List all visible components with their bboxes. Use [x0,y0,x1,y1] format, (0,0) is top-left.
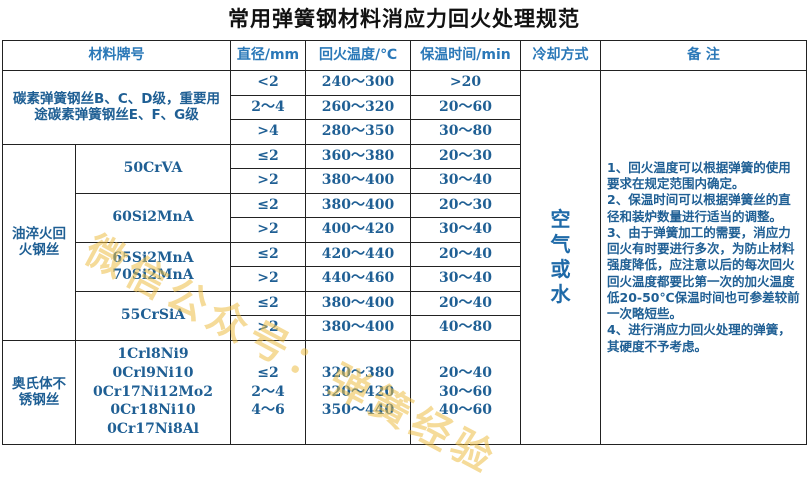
time-cell: 20～60 [410,94,521,120]
temp-cell: 360～380 [305,143,411,169]
diameter-cell: ≤2 [230,241,306,267]
time-cell: 30～40 [410,168,521,194]
time-cell: 20～30 [410,143,521,169]
table-row: >2 380～400 40～80 [3,315,807,341]
temp-cell: 400～420 [305,217,411,243]
diameter-cell: ≤2 [230,143,306,169]
grade: 1Crl8Ni9 [117,345,189,362]
stainless-name: 奥氏体不锈钢丝 [2,339,76,445]
diameter-cell: >2 [230,217,306,243]
stainless-times: 20～40 30～60 40～60 [410,339,521,445]
diameter-cell: 2～4 [230,94,306,120]
temp-cell: 260～320 [305,94,411,120]
table-row: 碳素弹簧钢丝B、C、D级，重要用途碳素弹簧钢丝E、F、G级 <2 240～300… [2,70,807,445]
temp: 320～420 [321,383,395,400]
diameter-cell: ≤2 [230,192,306,218]
temp-cell: 240～300 [305,70,411,96]
stainless-temps: 320～380 320～420 350～440 [305,339,411,445]
temp-cell: 420～440 [305,241,411,267]
notes-cell: 1、回火温度可以根据弹簧的使用要求在规定范围内确定。 2、保温时间可以根据弹簧丝… [600,70,807,445]
header-diameter: 直径/mm [230,40,306,71]
table-row: 55CrSiA ≤2 380～400 20～40 [3,290,807,341]
grade: 0Cr17Ni8Al [107,421,199,438]
time: 20～40 [439,364,492,381]
grade-cell: 60Si2MnA [75,192,231,243]
grade-cell: 50CrVA [75,143,231,194]
cooling-method: 空 气 或 水 [520,70,601,445]
oil-tempered-name: 油淬火回火钢丝 [2,143,76,341]
cooling-char: 空 [550,207,571,232]
temp: 350～440 [321,402,395,419]
note: 3、由于弹簧加工的需要，消应力回火有时要进行多次，为防止材料强度降低，应注意以后… [607,224,800,321]
note: 4、进行消应力回火处理的弹簧，其硬度不予考虑。 [607,322,791,354]
cooling-char: 气 [550,232,571,257]
time-cell: 30～80 [410,119,521,145]
note: 1、回火温度可以根据弹簧的使用要求在规定范围内确定。 [607,159,791,191]
grade-cell: 55CrSiA [75,290,231,341]
header-cooling: 冷却方式 [520,40,601,71]
header-material: 材料牌号 [2,40,231,71]
time: 40～60 [439,402,492,419]
table-row: >4 280～350 30～80 [3,119,807,145]
diameter: ≤2 [257,364,279,381]
temp-cell: 380～400 [305,290,411,316]
carbon-steel-name: 碳素弹簧钢丝B、C、D级，重要用途碳素弹簧钢丝E、F、G级 [2,70,231,145]
note: 2、保温时间可以根据弹簧丝的直径和装炉数量进行适当的调整。 [607,192,791,224]
diameter-cell: >2 [230,168,306,194]
table-row: 60Si2MnA ≤2 380～400 20～30 [3,192,807,243]
header-time: 保温时间/min [410,40,521,71]
grade: 0Cr18Ni10 [110,402,196,419]
header-row: 材料牌号 直径/mm 回火温度/℃ 保温时间/min 冷却方式 备 注 [2,40,807,71]
diameter-cell: ≤2 [230,290,306,316]
table-row: 油淬火回火钢丝 50CrVA ≤2 360～380 20～30 [2,143,807,341]
time-cell: 20～40 [410,241,521,267]
temp: 320～380 [321,364,395,381]
header-notes: 备 注 [600,40,807,71]
temp-cell: 280～350 [305,119,411,145]
header-temp: 回火温度/℃ [305,40,411,71]
diameter: 2～4 [251,383,285,400]
table-row: >2 440～460 30～40 [3,266,807,292]
stainless-grades: 1Crl8Ni9 0Crl9Ni10 0Cr17Ni12Mo2 0Cr18Ni1… [75,339,231,445]
table-row: 2～4 260～320 20～60 [3,94,807,120]
time-cell: 30～40 [410,217,521,243]
time-cell: 30～40 [410,266,521,292]
grade-cell: 65Si2MnA 70Si2MnA [75,241,231,292]
time-cell: 20～30 [410,192,521,218]
grade: 0Cr17Ni12Mo2 [93,383,213,400]
diameter-cell: >2 [230,315,306,341]
cooling-char: 水 [550,282,571,307]
page-title: 常用弹簧钢材料消应力回火处理规范 [228,7,580,31]
temp-cell: 380～400 [305,192,411,218]
diameter-cell: <2 [230,70,306,96]
stainless-diameters: ≤2 2～4 4～6 [230,339,306,445]
temp-cell: 380～400 [305,315,411,341]
tempering-spec-table: 材料牌号 直径/mm 回火温度/℃ 保温时间/min 冷却方式 备 注 碳素弹簧… [2,40,807,445]
diameter: 4～6 [251,402,285,419]
diameter-cell: >4 [230,119,306,145]
diameter-cell: >2 [230,266,306,292]
temp-cell: 380～400 [305,168,411,194]
table-row: 奥氏体不锈钢丝 1Crl8Ni9 0Crl9Ni10 0Cr17Ni12Mo2 … [2,339,807,445]
time-cell: 40～80 [410,315,521,341]
grade: 0Crl9Ni10 [112,364,194,381]
cooling-char: 或 [550,257,571,282]
time-cell: >20 [410,70,521,96]
time-cell: 20～40 [410,290,521,316]
time: 30～60 [439,383,492,400]
temp-cell: 440～460 [305,266,411,292]
